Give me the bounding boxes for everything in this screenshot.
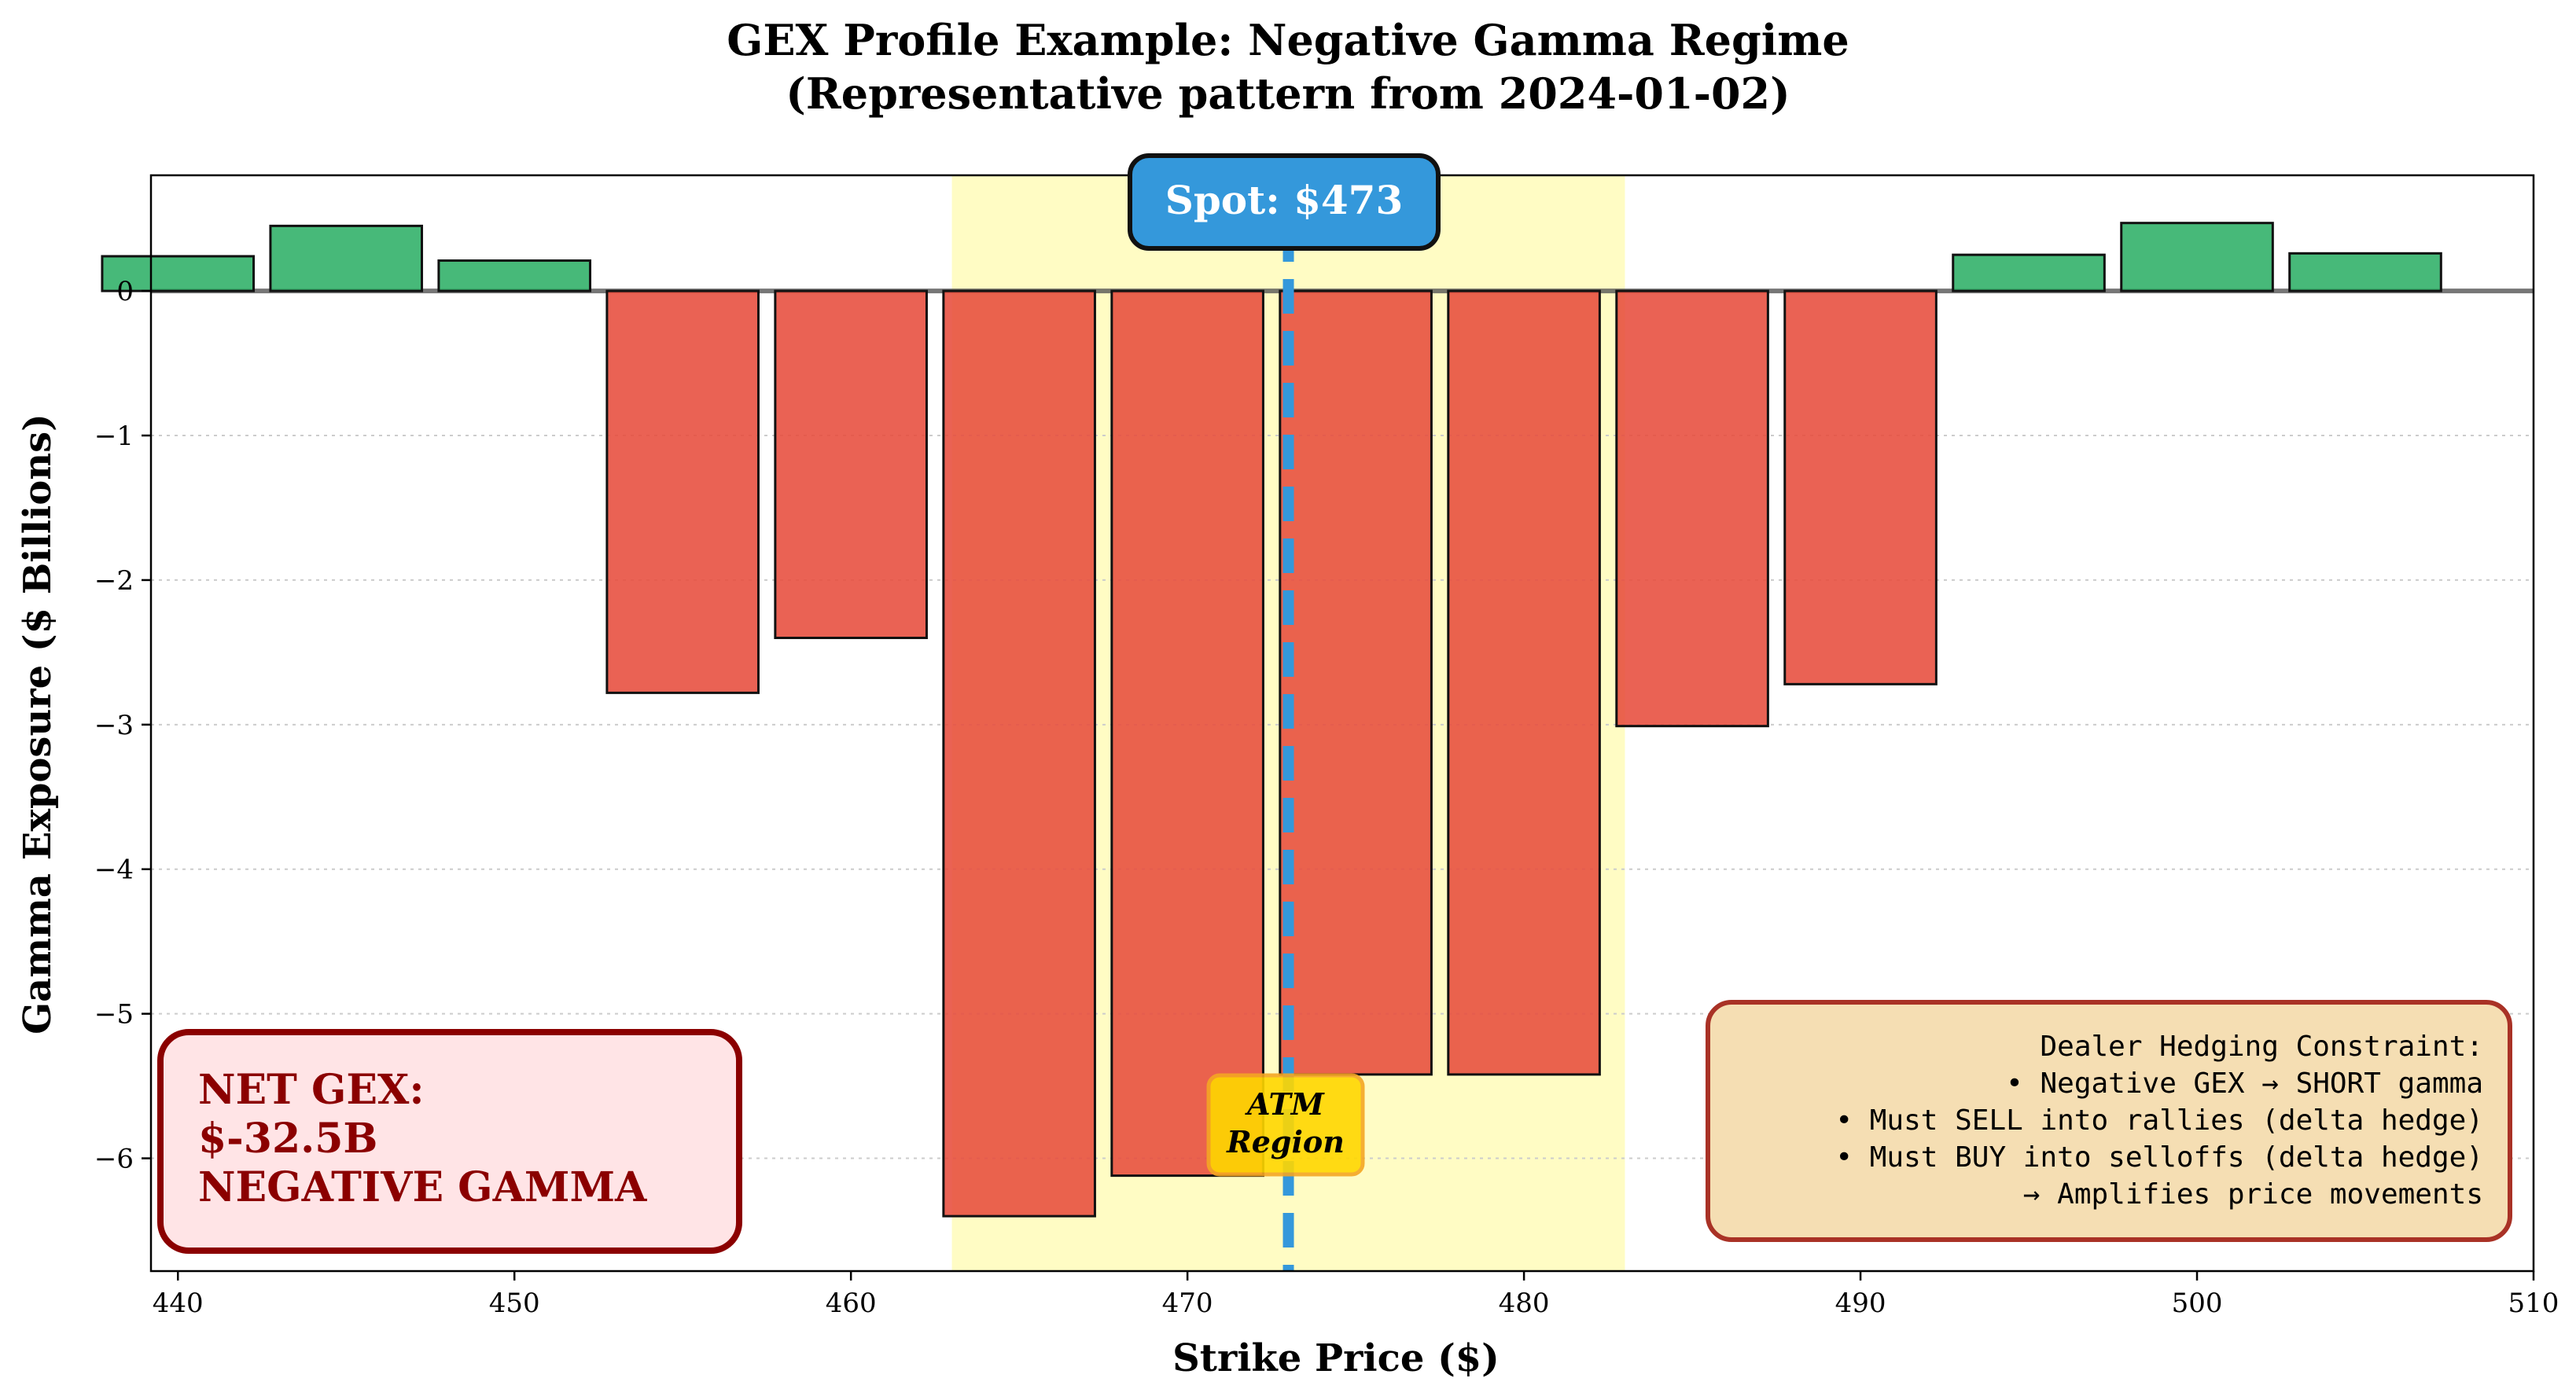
y-tick-label: −6 (94, 1144, 134, 1175)
atm-label: ATM Region (1206, 1073, 1365, 1177)
atm-label-line1: ATM (1245, 1086, 1325, 1122)
bar-465 (942, 289, 1096, 1218)
y-tick-label: −4 (94, 854, 134, 886)
spot-label-text: Spot: $473 (1165, 177, 1404, 223)
y-tick-label: −3 (94, 710, 134, 741)
bar-495 (1952, 253, 2106, 292)
atm-label-line2: Region (1226, 1124, 1345, 1159)
dealer-line1: Dealer Hedging Constraint: (2040, 1031, 2483, 1063)
net-gex-box: NET GEX: $-32.5B NEGATIVE GAMMA (157, 1029, 742, 1254)
x-tick-label: 470 (1162, 1288, 1213, 1319)
x-tick-label: 500 (2172, 1288, 2223, 1319)
bar-490 (1783, 289, 1938, 685)
spot-label: Spot: $473 (1128, 153, 1441, 251)
y-axis-ticks: 0 −1 −2 −3 −4 −5 −6 (94, 276, 151, 1175)
y-tick-label: −1 (94, 421, 134, 452)
dealer-line3: • Must SELL into rallies (delta hedge) (1835, 1104, 2483, 1137)
dealer-hedging-box: Dealer Hedging Constraint: • Negative GE… (1706, 1000, 2512, 1242)
x-tick-label: 480 (1499, 1288, 1550, 1319)
y-tick-label: −5 (94, 999, 134, 1031)
chart-title-line2: (Representative pattern from 2024-01-02) (786, 68, 1790, 119)
y-tick-label: 0 (116, 276, 134, 307)
net-gex-line1: NET GEX: (198, 1066, 425, 1114)
bar-445 (269, 224, 424, 292)
bars-group (101, 222, 2442, 1218)
x-tick-label: 490 (1835, 1288, 1886, 1319)
net-gex-line2: $-32.5B (198, 1115, 377, 1163)
x-axis-label: Strike Price ($) (1172, 1336, 1500, 1380)
dealer-line4: • Must BUY into selloffs (delta hedge) (1835, 1141, 2483, 1174)
net-gex-line3: NEGATIVE GAMMA (198, 1163, 647, 1211)
bar-475 (1279, 289, 1433, 1076)
dealer-line2: • Negative GEX → SHORT gamma (2006, 1067, 2483, 1100)
bar-505 (2288, 252, 2442, 292)
y-tick-label: −2 (94, 565, 134, 597)
chart-title-line1: GEX Profile Example: Negative Gamma Regi… (727, 15, 1849, 65)
bar-460 (774, 289, 928, 639)
bar-485 (1615, 289, 1769, 728)
bar-480 (1447, 289, 1601, 1076)
bar-470 (1110, 289, 1264, 1178)
bar-450 (437, 259, 591, 292)
dealer-line5: → Amplifies price movements (2023, 1178, 2483, 1211)
x-tick-label: 450 (489, 1288, 540, 1319)
bar-440 (101, 255, 256, 292)
x-tick-label: 510 (2508, 1288, 2559, 1319)
y-axis-label: Gamma Exposure ($ Billions) (16, 413, 60, 1034)
x-tick-label: 460 (826, 1288, 877, 1319)
bar-455 (605, 289, 760, 694)
bar-500 (2120, 222, 2274, 292)
x-axis-ticks: 440 450 460 470 480 490 500 510 (153, 1271, 2559, 1319)
x-tick-label: 440 (153, 1288, 204, 1319)
